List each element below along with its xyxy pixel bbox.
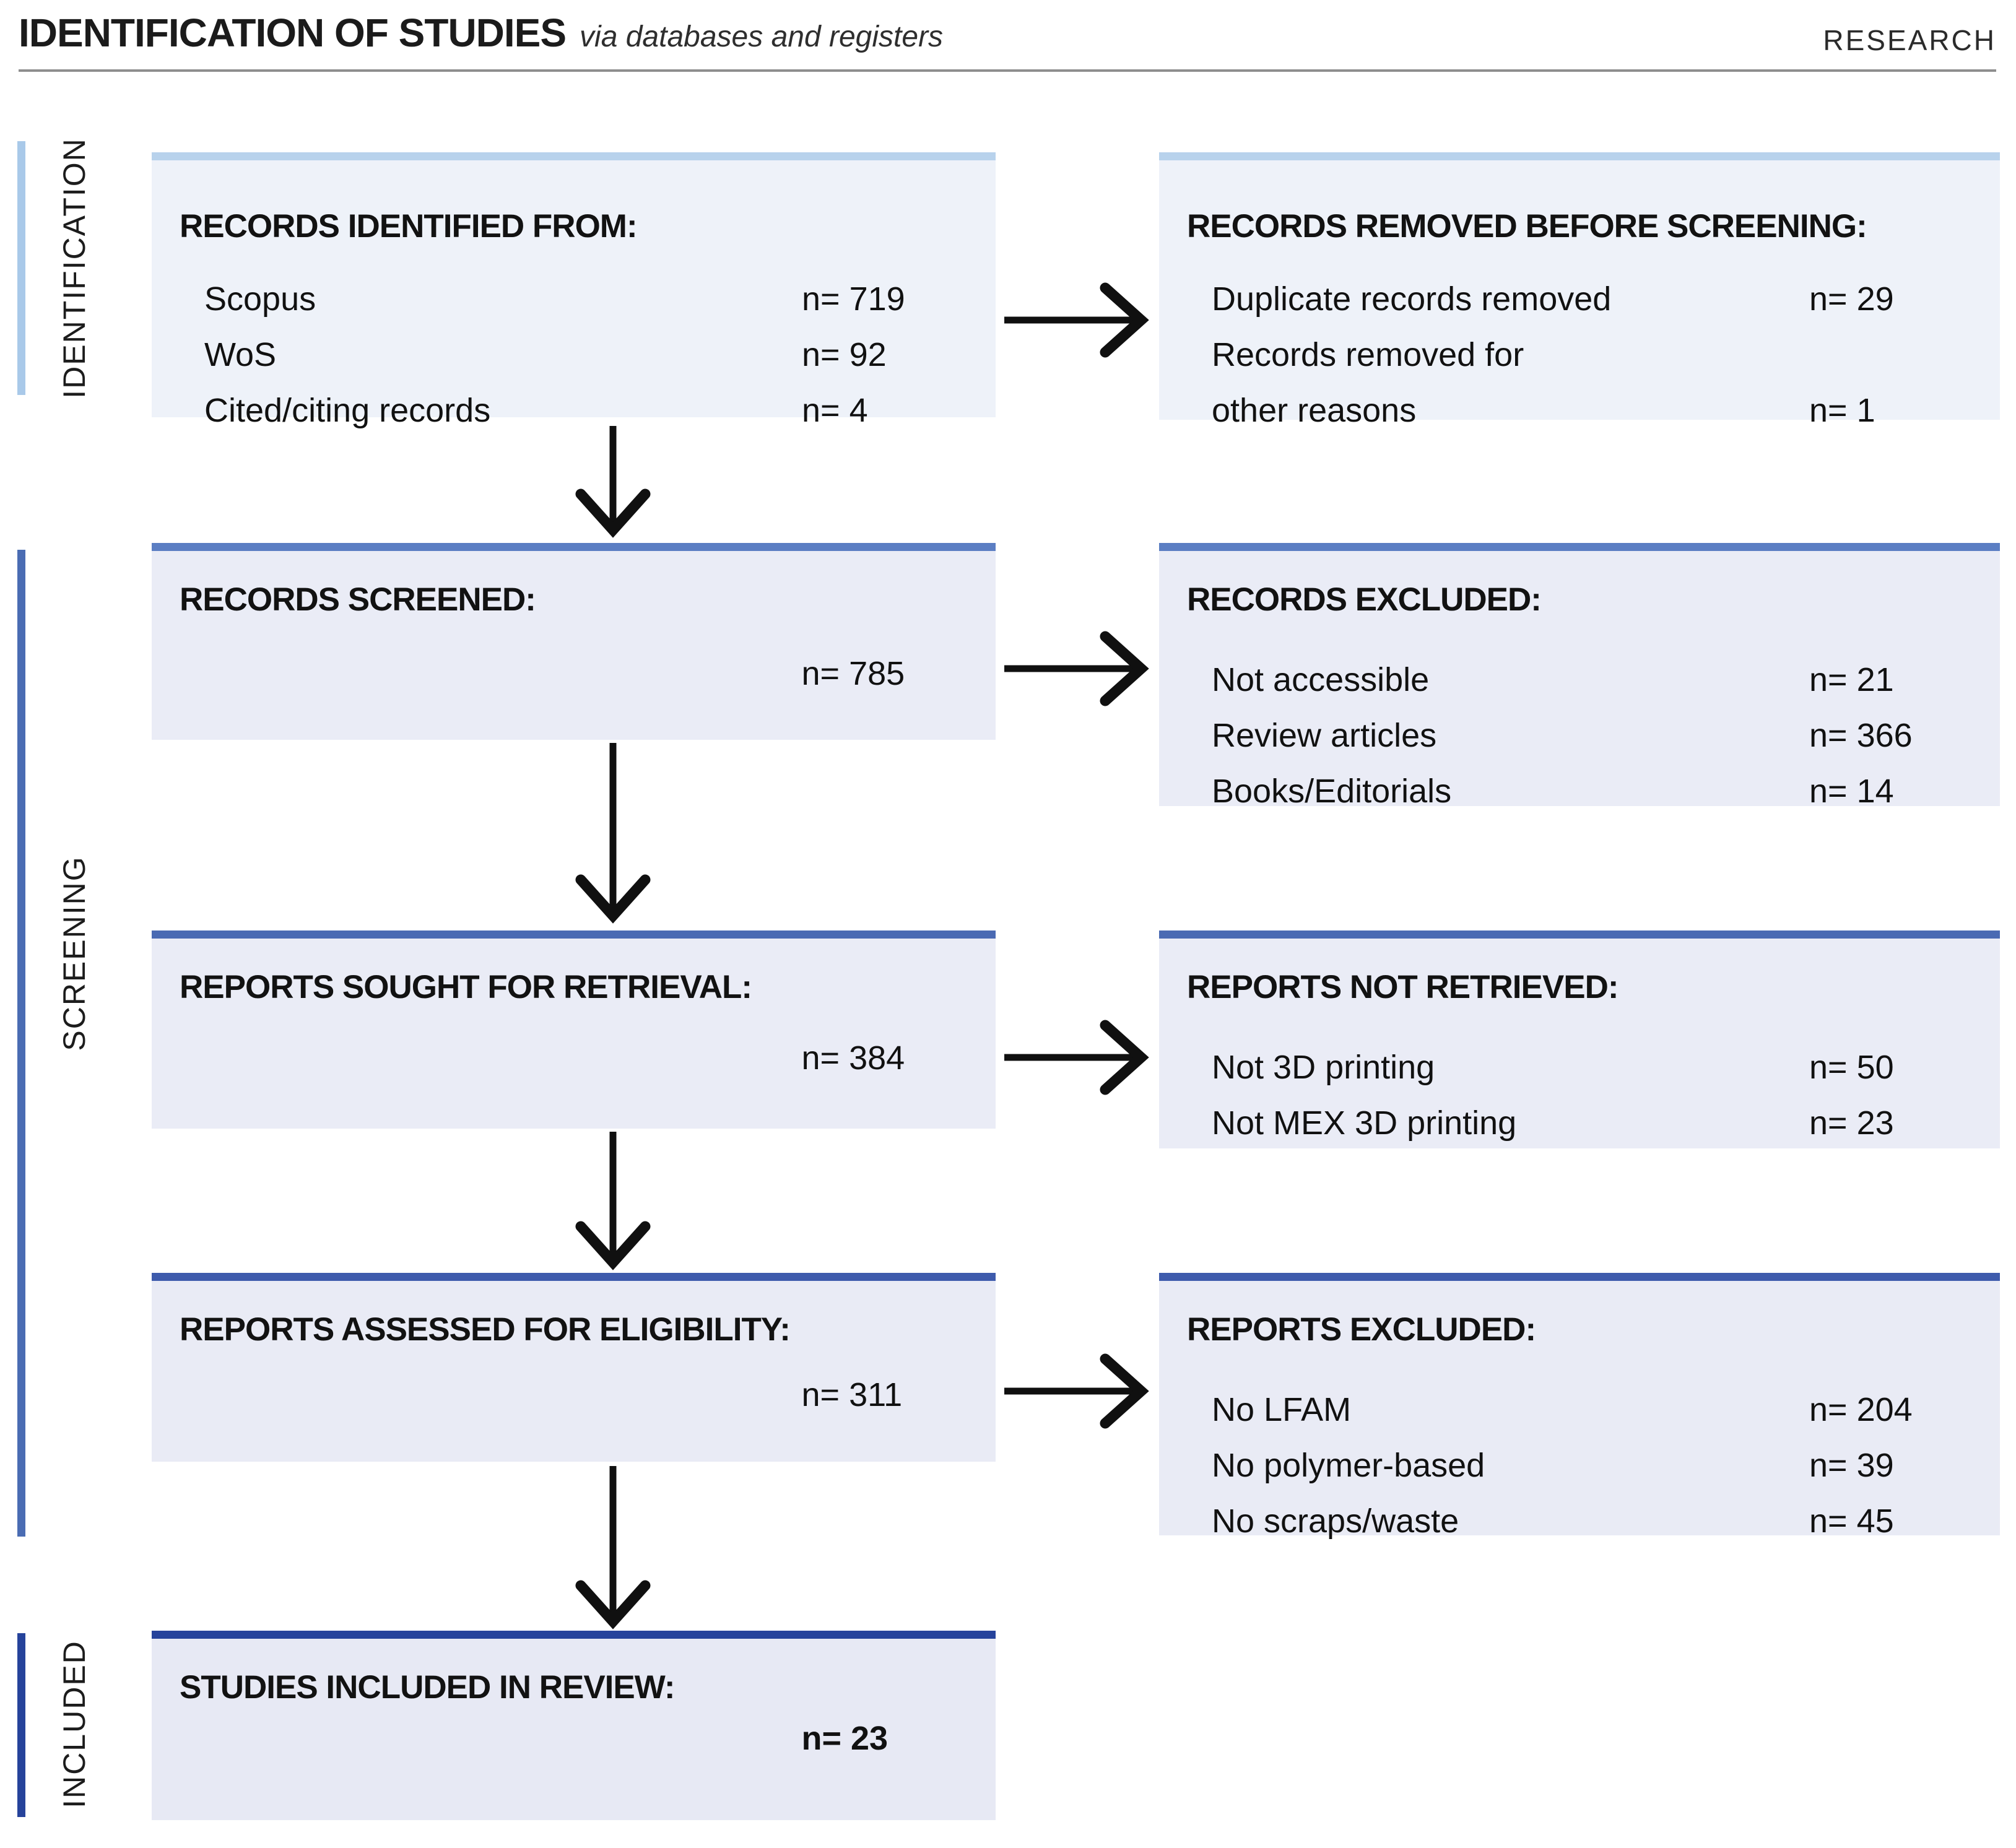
arrow-right-icon <box>1004 631 1149 706</box>
arrow-down-icon <box>575 1466 651 1629</box>
list-item: Records removed for <box>1212 327 2000 383</box>
item-count: n= 1 <box>1809 392 1875 429</box>
arrow-right-icon <box>1004 1353 1149 1429</box>
page-subtitle: via databases and registers <box>580 20 944 53</box>
list-item: Cited/citing records n= 4 <box>204 383 996 438</box>
box-title: REPORTS SOUGHT FOR RETRIEVAL: <box>180 969 752 1005</box>
included-stage-bar <box>17 1633 25 1817</box>
item-count: n= 14 <box>1809 773 1894 810</box>
item-label: Not accessible <box>1212 661 1430 698</box>
box-items: Not accessible n= 21 Review articles n= … <box>1212 652 2000 819</box>
item-count: n= 29 <box>1809 280 1894 318</box>
header-divider <box>19 69 1996 72</box>
box-count: n= 785 <box>801 655 905 693</box>
item-count: n= 92 <box>802 336 887 373</box>
box-title: RECORDS REMOVED BEFORE SCREENING: <box>1187 208 1867 245</box>
list-item: Not 3D printing n= 50 <box>1212 1039 2000 1095</box>
list-item: Scopus n= 719 <box>204 271 996 327</box>
box-title: STUDIES INCLUDED IN REVIEW: <box>180 1669 675 1706</box>
item-count: n= 45 <box>1809 1503 1894 1540</box>
list-item: No polymer-based n= 39 <box>1212 1438 2000 1493</box>
item-count: n= 204 <box>1809 1391 1913 1428</box>
box-title: RECORDS SCREENED: <box>180 581 536 618</box>
item-count: n= 4 <box>802 392 868 429</box>
item-label: Scopus <box>204 280 316 318</box>
reports-sought-box: REPORTS SOUGHT FOR RETRIEVAL: n= 384 <box>152 931 996 1129</box>
arrow-down-icon <box>575 1132 651 1270</box>
box-items: No LFAM n= 204 No polymer-based n= 39 No… <box>1212 1382 2000 1549</box>
list-item: Duplicate records removed n= 29 <box>1212 271 2000 327</box>
box-title: REPORTS EXCLUDED: <box>1187 1311 1536 1348</box>
reports-assessed-box: REPORTS ASSESSED FOR ELIGIBILITY: n= 311 <box>152 1273 996 1462</box>
list-item: Not accessible n= 21 <box>1212 652 2000 708</box>
item-count: n= 50 <box>1809 1049 1894 1086</box>
box-count: n= 311 <box>801 1376 903 1413</box>
records-identified-box: RECORDS IDENTIFIED FROM: Scopus n= 719 W… <box>152 152 996 429</box>
research-corner-label: RESEARCH <box>1823 24 1996 56</box>
item-label: No scraps/waste <box>1212 1503 1459 1540</box>
identification-stage-bar <box>17 141 25 395</box>
item-count: n= 39 <box>1809 1447 1894 1484</box>
box-title: REPORTS ASSESSED FOR ELIGIBILITY: <box>180 1311 791 1348</box>
list-item: other reasons n= 1 <box>1212 383 2000 438</box>
records-screened-box: RECORDS SCREENED: n= 785 <box>152 543 996 740</box>
box-title: REPORTS NOT RETRIEVED: <box>1187 969 1619 1005</box>
item-label: No LFAM <box>1212 1391 1352 1428</box>
screening-stage-label: SCREENING <box>57 856 92 1051</box>
records-removed-box: RECORDS REMOVED BEFORE SCREENING: Duplic… <box>1159 152 2000 429</box>
studies-included-box: STUDIES INCLUDED IN REVIEW: n= 23 <box>152 1631 996 1820</box>
item-label: other reasons <box>1212 392 1417 429</box>
item-label: Duplicate records removed <box>1212 280 1612 318</box>
item-count: n= 366 <box>1809 717 1913 754</box>
item-count: n= 21 <box>1809 661 1894 698</box>
page-title: IDENTIFICATION OF STUDIES <box>19 11 567 55</box>
item-count: n= 23 <box>1809 1104 1894 1142</box>
list-item: No scraps/waste n= 45 <box>1212 1493 2000 1549</box>
box-items: Not 3D printing n= 50 Not MEX 3D printin… <box>1212 1039 2000 1151</box>
screening-stage-bar <box>17 550 25 1537</box>
item-label: Cited/citing records <box>204 392 491 429</box>
list-item: No LFAM n= 204 <box>1212 1382 2000 1438</box>
box-items: Scopus n= 719 WoS n= 92 Cited/citing rec… <box>204 271 996 438</box>
arrow-right-icon <box>1004 1020 1149 1095</box>
item-label: No polymer-based <box>1212 1447 1485 1484</box>
item-label: Review articles <box>1212 717 1437 754</box>
arrow-down-icon <box>575 426 651 538</box>
item-label: WoS <box>204 336 277 373</box>
box-title: RECORDS EXCLUDED: <box>1187 581 1542 618</box>
list-item: Not MEX 3D printing n= 23 <box>1212 1095 2000 1151</box>
page-header: IDENTIFICATION OF STUDIES via databases a… <box>19 10 1997 56</box>
arrow-right-icon <box>1004 282 1149 358</box>
list-item: Review articles n= 366 <box>1212 708 2000 763</box>
reports-not-retrieved-box: REPORTS NOT RETRIEVED: Not 3D printing n… <box>1159 931 2000 1148</box>
box-items: Duplicate records removed n= 29 Records … <box>1212 271 2000 438</box>
records-excluded-box: RECORDS EXCLUDED: Not accessible n= 21 R… <box>1159 543 2000 810</box>
included-stage-label: INCLUDED <box>57 1640 92 1808</box>
box-count: n= 384 <box>801 1039 905 1077</box>
arrow-down-icon <box>575 743 651 924</box>
item-label: Not 3D printing <box>1212 1049 1435 1086</box>
list-item: WoS n= 92 <box>204 327 996 383</box>
reports-excluded-box: REPORTS EXCLUDED: No LFAM n= 204 No poly… <box>1159 1273 2000 1540</box>
box-count: n= 23 <box>801 1720 889 1758</box>
item-label: Records removed for <box>1212 336 1524 373</box>
item-label: Not MEX 3D printing <box>1212 1104 1517 1142</box>
identification-stage-label: IDENTIFICATION <box>57 137 92 399</box>
list-item: Books/Editorials n= 14 <box>1212 763 2000 819</box>
item-label: Books/Editorials <box>1212 773 1452 810</box>
item-count: n= 719 <box>802 280 905 318</box>
box-title: RECORDS IDENTIFIED FROM: <box>180 208 638 245</box>
